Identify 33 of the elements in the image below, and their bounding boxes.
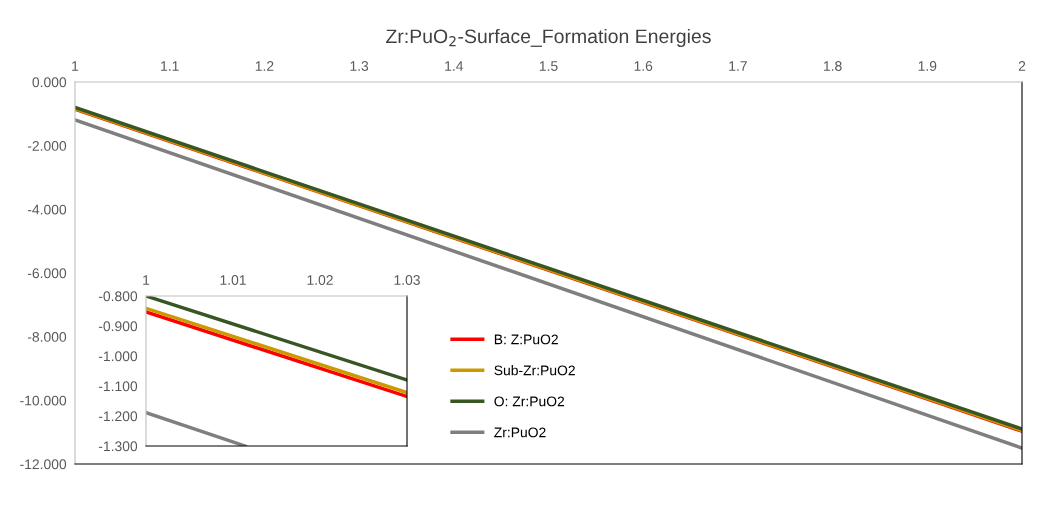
x-tick-label: 1 — [143, 275, 150, 285]
legend-label: O: Zr:PuO2 — [494, 396, 565, 407]
x-tick-label: 1.6 — [634, 61, 653, 71]
x-tick-label: 1.5 — [539, 61, 558, 71]
legend-label: Sub-Zr:PuO2 — [494, 365, 575, 376]
x-tick-label: 1.02 — [307, 275, 333, 285]
y-tick-label: 0.000 — [32, 77, 67, 88]
y-tick-label: -10.000 — [20, 395, 67, 406]
y-tick-label: -12.000 — [20, 459, 67, 470]
legend-label: B: Z:PuO2 — [494, 334, 558, 345]
y-tick-label: -1.100 — [98, 381, 138, 392]
x-tick-label: 1.7 — [729, 61, 747, 71]
x-tick-label: 1.3 — [350, 61, 369, 71]
x-tick-label: 1.01 — [220, 275, 246, 285]
x-tick-label: 1.03 — [394, 275, 420, 285]
x-tick-label: 1.9 — [918, 61, 937, 71]
legend-label: Zr:PuO2 — [494, 427, 546, 438]
x-tick-label: 1.8 — [824, 61, 842, 71]
y-tick-label: -2.000 — [27, 141, 67, 151]
y-tick-label: -0.800 — [98, 291, 138, 302]
y-tick-label: -6.000 — [27, 268, 67, 279]
x-tick-label: 1.4 — [445, 61, 464, 71]
x-tick-label: 2 — [1018, 61, 1026, 71]
y-tick-label: -1.000 — [98, 351, 138, 362]
x-tick-label: 1.2 — [255, 61, 274, 71]
y-tick-label: -8.000 — [27, 332, 67, 342]
y-tick-label: -1.200 — [98, 411, 138, 422]
x-tick-label: 1 — [72, 61, 79, 71]
chart-title: Zr:PuO$_{2}$-Surface_Formation Energies — [386, 28, 711, 48]
y-tick-label: -0.900 — [98, 321, 138, 332]
y-tick-label: -1.300 — [98, 441, 138, 452]
x-tick-label: 1.1 — [161, 61, 179, 71]
y-tick-label: -4.000 — [27, 204, 67, 215]
